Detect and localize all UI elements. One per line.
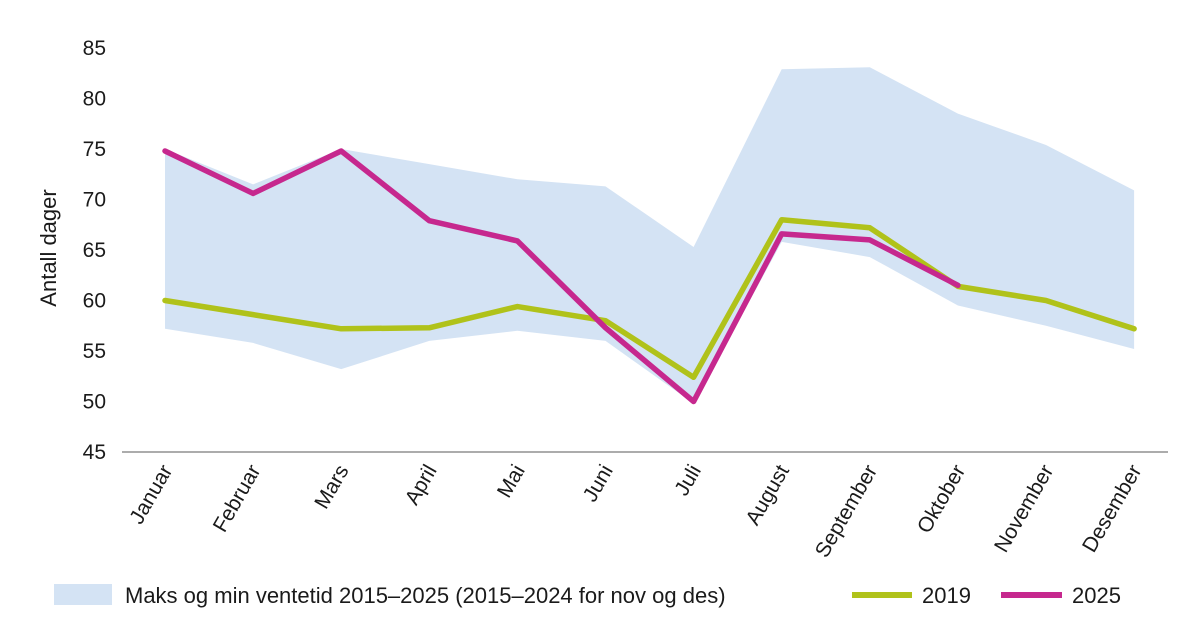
legend-band-swatch: [54, 584, 112, 605]
x-tick-label: Februar: [209, 461, 266, 536]
band-layer: [165, 67, 1135, 404]
x-tick-label: Oktober: [913, 461, 970, 537]
y-tick-label: 55: [83, 340, 106, 363]
x-tick-label: Desember: [1078, 461, 1146, 556]
y-tick-label: 75: [83, 138, 106, 161]
x-tick-label: Januar: [125, 461, 177, 528]
x-tick-label: Mars: [310, 461, 353, 513]
x-tick-label: Mai: [493, 461, 530, 502]
x-tick-label: April: [401, 461, 442, 509]
legend: Maks og min ventetid 2015–2025 (2015–202…: [54, 583, 1121, 608]
x-tick-label: August: [741, 461, 794, 529]
y-tick-label: 70: [83, 189, 106, 212]
y-tick-label: 45: [83, 441, 106, 464]
x-tick-label: Juli: [670, 461, 706, 500]
y-tick-label: 85: [83, 37, 106, 60]
series-line-2025: [162, 148, 961, 405]
y-tick-label: 65: [83, 239, 106, 262]
x-tick-label: November: [990, 461, 1058, 556]
y-axis-label: Antall dager: [36, 189, 61, 306]
x-tick-label: September: [811, 461, 882, 561]
series-line-2019: [162, 216, 1137, 381]
legend-2025-label: 2025: [1072, 583, 1121, 608]
y-tick-label: 50: [83, 391, 106, 414]
y-tick-label: 60: [83, 290, 106, 313]
y-tick-label: 80: [83, 88, 106, 111]
legend-band-label: Maks og min ventetid 2015–2025 (2015–202…: [125, 583, 726, 608]
range-band: [165, 67, 1135, 404]
series-layer: [162, 148, 1137, 405]
x-tick-label: Juni: [579, 461, 618, 506]
legend-2019-label: 2019: [922, 583, 971, 608]
